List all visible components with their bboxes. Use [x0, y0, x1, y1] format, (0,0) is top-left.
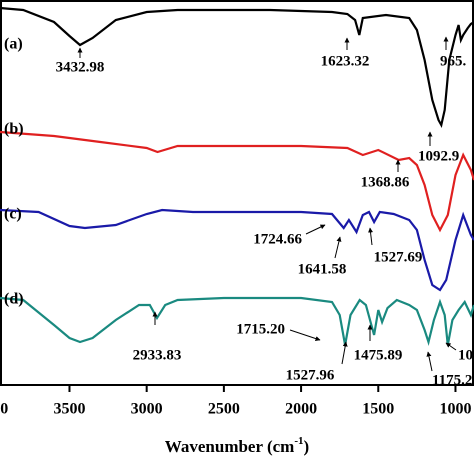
spectrum-line	[0, 130, 474, 233]
annotation-arrow	[341, 341, 348, 365]
annotation: 1527.96	[286, 367, 335, 383]
annotation-arrow	[305, 224, 326, 235]
annotation: 105	[458, 347, 474, 363]
annotation: 3432.98	[56, 59, 105, 75]
x-tick-label: 3500	[53, 401, 85, 418]
annotation: 1623.32	[321, 53, 370, 69]
x-axis-label: Wavenumber (cm-1)	[165, 435, 309, 456]
annotation-arrow	[426, 351, 433, 372]
spectrum-line	[0, 6, 474, 129]
spectrum-line	[0, 208, 474, 292]
annotation: 1527.69	[374, 249, 423, 265]
series-label: (b)	[4, 121, 24, 138]
annotation: 2933.83	[133, 347, 182, 363]
x-tick-label: 2500	[208, 401, 240, 418]
annotation: 1092.9	[418, 148, 459, 164]
annotation: 1715.20	[236, 321, 285, 337]
plot-frame	[0, 0, 474, 386]
x-tick-label: 2000	[285, 401, 317, 418]
annotation: 1641.58	[298, 261, 347, 277]
x-tick-label: 1500	[362, 401, 394, 418]
annotation: 1175.24	[432, 372, 474, 388]
annotation: 1724.66	[253, 231, 302, 247]
series-label: (c)	[4, 206, 22, 223]
annotation-arrow	[289, 329, 321, 341]
x-tick-label: 3000	[131, 401, 163, 418]
annotation-arrow	[445, 342, 457, 351]
annotation-arrow	[368, 227, 374, 246]
x-tick-label: 4000	[0, 401, 8, 418]
annotation: 965.	[440, 53, 467, 69]
annotation: 1368.86	[361, 174, 410, 190]
spectrum-line	[0, 296, 474, 347]
series-label: (d)	[4, 291, 24, 308]
series-label: (a)	[4, 36, 23, 53]
x-tick-label: 1000	[439, 401, 471, 418]
annotation-arrow	[334, 236, 342, 259]
annotation: 1475.89	[354, 347, 403, 363]
